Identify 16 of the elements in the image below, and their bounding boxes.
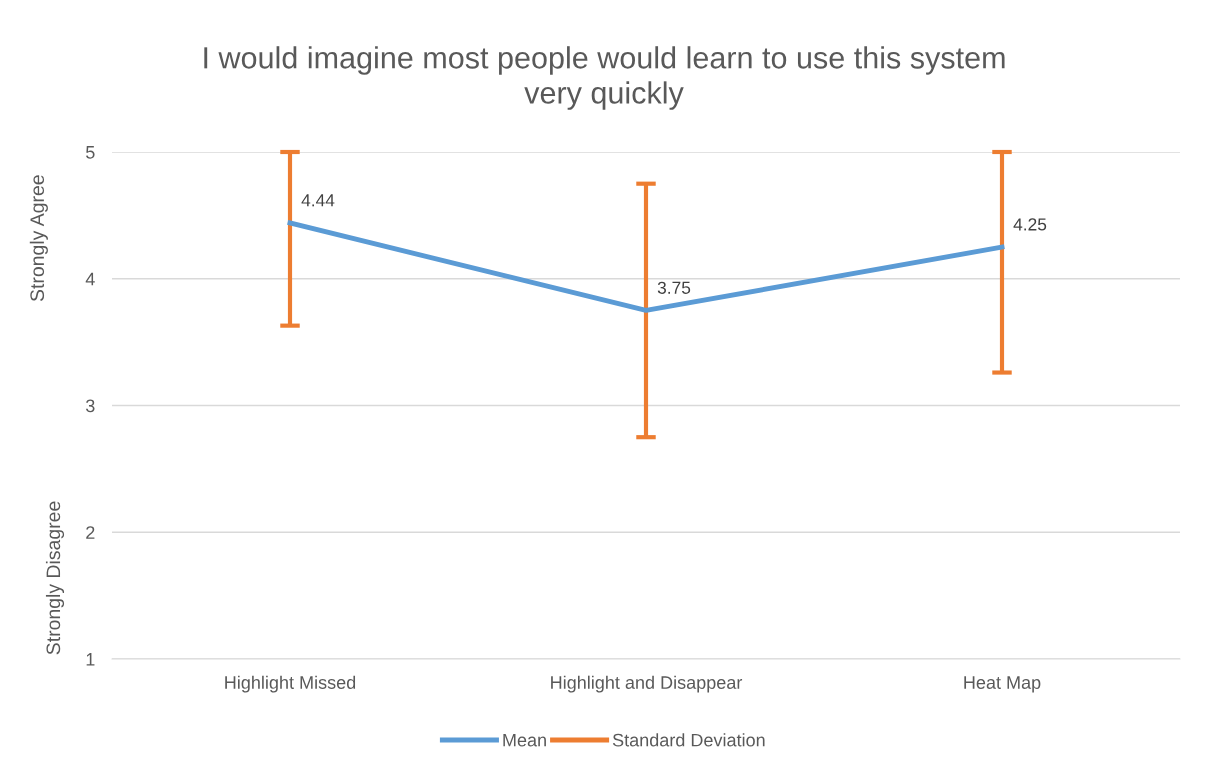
x-tick-label: Highlight Missed: [225, 675, 356, 693]
y-tick-label: 4: [85, 272, 95, 286]
x-tick-label: Heat Map: [964, 676, 1041, 693]
legend-label: Mean: [503, 733, 546, 747]
y-tick-label: 2: [86, 526, 95, 539]
legend-label: Standard Deviation: [612, 733, 765, 747]
data-label: 4.25: [1013, 218, 1047, 231]
y-tick-label: 5: [86, 146, 95, 159]
text: Strongly Disagree: [45, 501, 65, 655]
y-axis-title: Strongly Agree: [29, 175, 48, 302]
x-tick-label: Highlight and Disappear: [551, 675, 743, 693]
data-label: 4.44: [301, 194, 335, 207]
y-tick-label: 3: [85, 399, 95, 413]
data-label: 3.75: [657, 281, 691, 294]
y-tick-label: 1: [86, 653, 95, 666]
chart-title: I would imagine most people would learn to use this system very quickly: [204, 46, 1005, 110]
